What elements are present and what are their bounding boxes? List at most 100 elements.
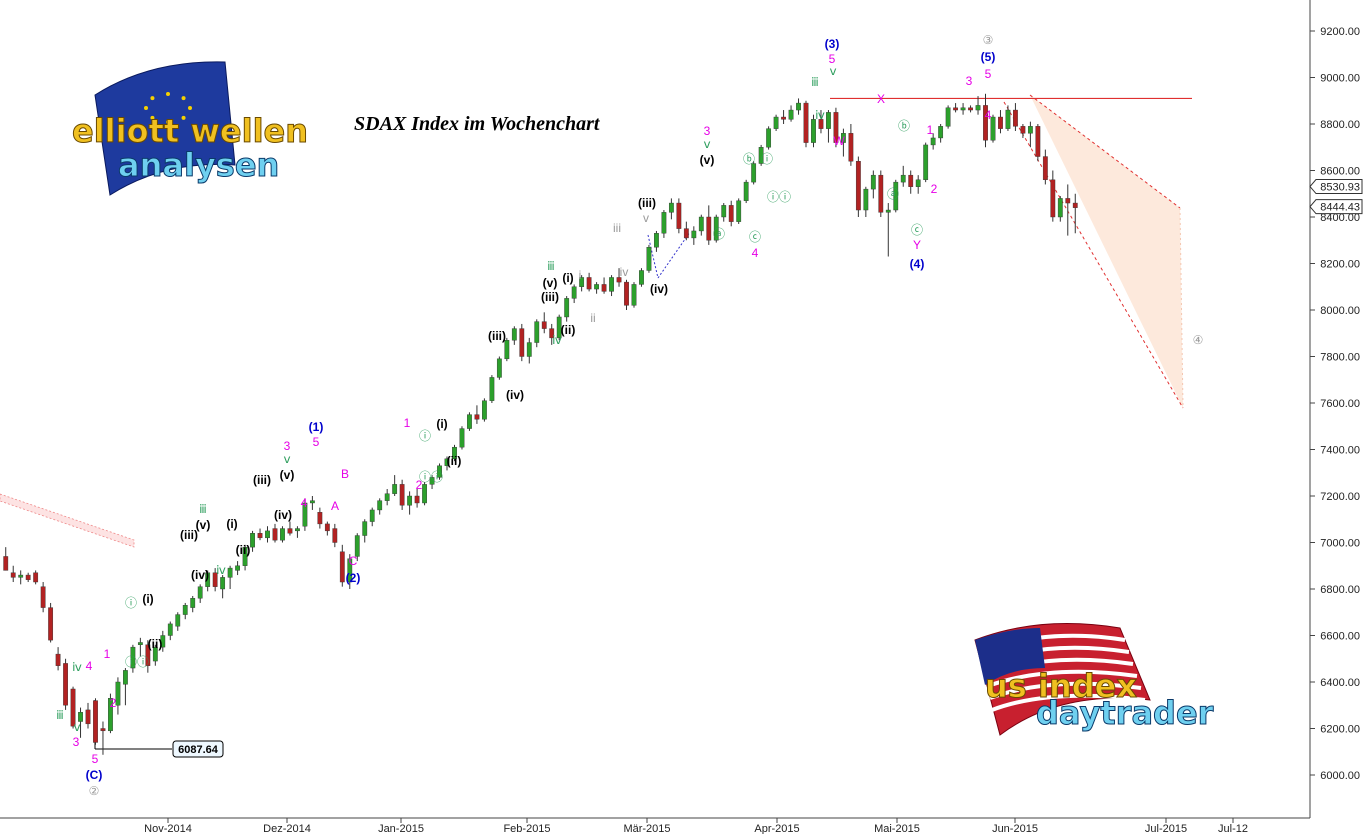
candle-body: [654, 233, 659, 248]
candle: [915, 175, 921, 194]
candle: [48, 602, 54, 643]
candle: [167, 621, 173, 641]
candle-body: [534, 321, 540, 343]
old-channel: [0, 493, 135, 548]
candle: [332, 523, 338, 548]
candle: [803, 100, 809, 148]
candle: [392, 475, 398, 496]
candle: [3, 547, 9, 571]
candle: [616, 268, 622, 287]
candle: [900, 165, 906, 187]
wave-label: ⓐ: [713, 227, 725, 241]
candle: [930, 133, 936, 150]
candle-body: [1027, 126, 1033, 134]
wave-label: 4: [985, 108, 992, 122]
wave-label: Y: [913, 238, 921, 252]
wave-label: (i): [436, 417, 447, 431]
candle-body: [48, 607, 54, 641]
candle: [93, 698, 98, 745]
candle-body: [975, 105, 981, 111]
candle-body: [369, 509, 375, 522]
wave-label: (iii): [638, 196, 656, 210]
wave-label: (ii): [148, 637, 163, 651]
wave-label: ⓘ: [125, 596, 137, 610]
candle: [594, 282, 599, 294]
candle-body: [900, 174, 906, 183]
candle-body: [197, 586, 203, 599]
candle-body: [609, 277, 614, 292]
candle: [960, 103, 966, 115]
candle: [728, 200, 734, 227]
candle: [841, 128, 846, 157]
wave-label: i: [579, 268, 582, 282]
candle-body: [272, 528, 278, 541]
wave-label: (iii): [541, 290, 559, 304]
candle-body: [1072, 202, 1078, 208]
us-flag-stripe: [987, 669, 1138, 688]
y-tick-label: 6200.00: [1320, 724, 1360, 736]
y-tick-label: 8800.00: [1320, 119, 1360, 131]
wave-label: (iii): [253, 473, 271, 487]
candle: [474, 405, 480, 424]
wave-label: 4: [752, 246, 759, 260]
candle: [414, 489, 420, 508]
candle-body: [833, 112, 839, 143]
candle: [482, 398, 487, 422]
price-tag-box: [1309, 179, 1363, 195]
candle-body: [683, 228, 689, 239]
wave-label: ⅳ: [552, 333, 562, 347]
wave-label: 3: [284, 439, 291, 453]
candle: [736, 198, 742, 224]
candle-body: [317, 512, 323, 525]
candle-body: [639, 270, 644, 285]
wave-label: (v): [196, 518, 211, 532]
wave-label: 5: [829, 52, 836, 66]
candle: [511, 326, 517, 345]
candle-body: [384, 493, 390, 501]
logo-right-line2: daytrader: [1036, 694, 1214, 732]
candle-body: [227, 567, 233, 578]
candle-body: [848, 133, 854, 162]
candle: [437, 463, 442, 480]
eu-star: [166, 120, 170, 124]
candle-body: [123, 670, 128, 685]
candle-body: [511, 328, 517, 341]
candle: [878, 170, 884, 217]
candle: [197, 584, 203, 603]
candle-body: [885, 209, 891, 213]
candle-body: [182, 605, 188, 615]
y-tick-label: 8400.00: [1320, 212, 1360, 224]
wave-label: 4: [301, 496, 308, 510]
candle: [287, 521, 293, 536]
candle: [25, 572, 31, 583]
price-tag: 8530.93: [1309, 179, 1363, 195]
candle-body: [467, 414, 472, 429]
wave-label: ⅳ: [216, 563, 226, 577]
candle: [489, 375, 495, 403]
candle: [295, 526, 300, 538]
candle: [63, 658, 68, 710]
wave-label: (v): [280, 468, 295, 482]
candle-body: [803, 102, 809, 143]
candle-body: [586, 277, 592, 290]
us-flag-stripe: [989, 681, 1142, 700]
candle: [85, 702, 91, 729]
candle: [377, 498, 383, 515]
candle-body: [923, 144, 929, 181]
cone-lower-line: [1003, 101, 1184, 409]
candle: [668, 198, 674, 220]
candle: [519, 323, 525, 362]
candle-body: [676, 202, 682, 229]
candle: [33, 570, 39, 585]
candle: [698, 214, 704, 236]
wave-label: ⓘ: [419, 429, 431, 443]
candle-body: [706, 216, 712, 241]
wave-label: ③: [983, 33, 994, 47]
candle: [818, 110, 824, 134]
candle: [459, 426, 465, 450]
wave-label: (C): [86, 768, 103, 782]
us-flag-canton: [975, 628, 1045, 685]
candle-body: [459, 428, 465, 448]
